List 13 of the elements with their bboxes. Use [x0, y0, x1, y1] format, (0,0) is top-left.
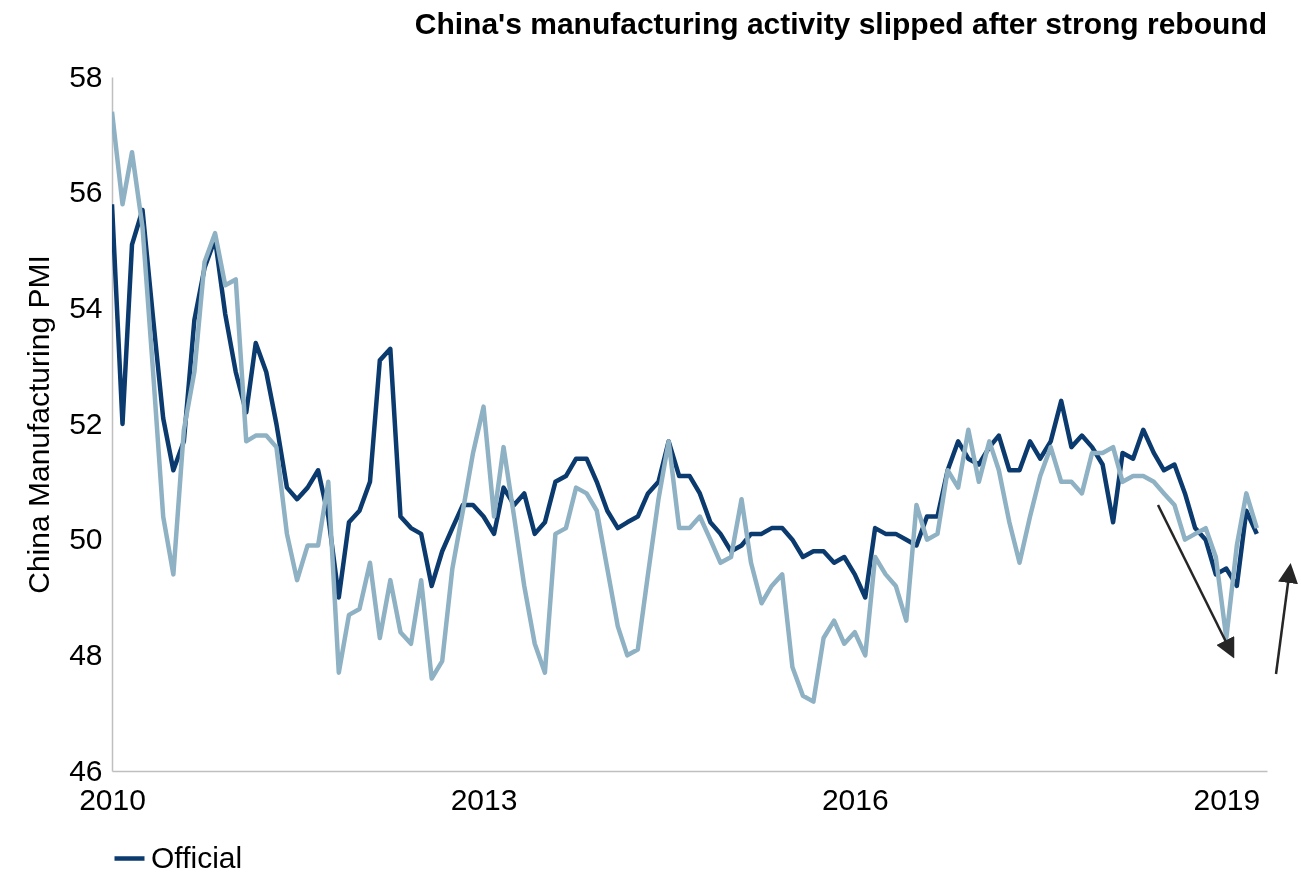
x-tick-label: 2013	[450, 782, 518, 816]
legend-label: Official	[151, 840, 243, 874]
y-tick-label: 50	[69, 522, 103, 556]
y-tick-label: 52	[69, 406, 103, 440]
y-tick-label: 58	[69, 59, 103, 93]
y-tick-label: 48	[69, 637, 103, 671]
chart-title: China's manufacturing activity slipped after strong rebound	[414, 7, 1267, 40]
x-tick-label: 2019	[1193, 782, 1261, 816]
y-axis-title: China Manufacturing PMI	[22, 255, 56, 594]
x-tick-label: 2016	[821, 782, 889, 816]
y-tick-label: 54	[69, 290, 103, 324]
y-tick-label: 56	[69, 175, 103, 209]
line-series	[112, 109, 1260, 704]
